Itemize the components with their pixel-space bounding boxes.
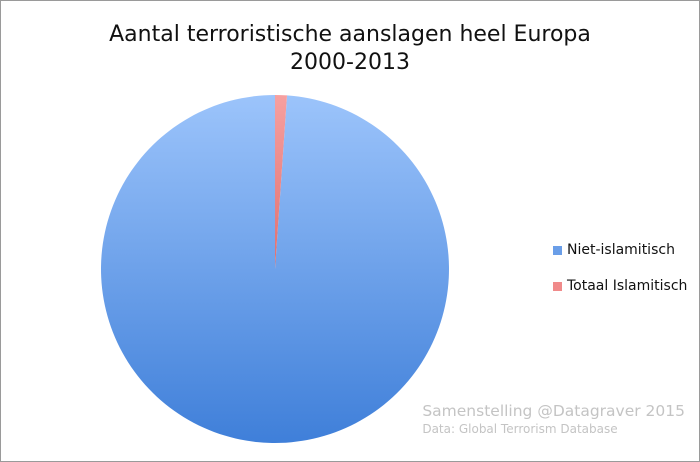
data-source: Data: Global Terrorism Database <box>422 422 618 436</box>
pie-slice-niet-islamitisch <box>100 95 449 443</box>
legend-label: Totaal Islamitisch <box>567 278 688 294</box>
legend-item-totaal-islamitisch: Totaal Islamitisch <box>553 277 687 295</box>
legend-label: Niet-islamitisch <box>567 242 675 258</box>
pie-slice-totaal-islamitisch <box>275 95 288 269</box>
credit-block: Samenstelling @Datagraver 2015 Data: Glo… <box>422 401 685 437</box>
legend: Niet-islamitisch Totaal Islamitisch <box>553 241 687 313</box>
legend-swatch-blue <box>553 245 562 255</box>
chart-subtitle: 2000-2013 <box>290 50 410 75</box>
legend-swatch-red <box>553 281 562 291</box>
credit-line: Samenstelling @Datagraver 2015 <box>422 402 685 420</box>
chart-title: Aantal terroristische aanslagen heel Eur… <box>109 22 591 47</box>
legend-item-niet-islamitisch: Niet-islamitisch <box>553 241 687 259</box>
chart-title-block: Aantal terroristische aanslagen heel Eur… <box>1 21 699 77</box>
